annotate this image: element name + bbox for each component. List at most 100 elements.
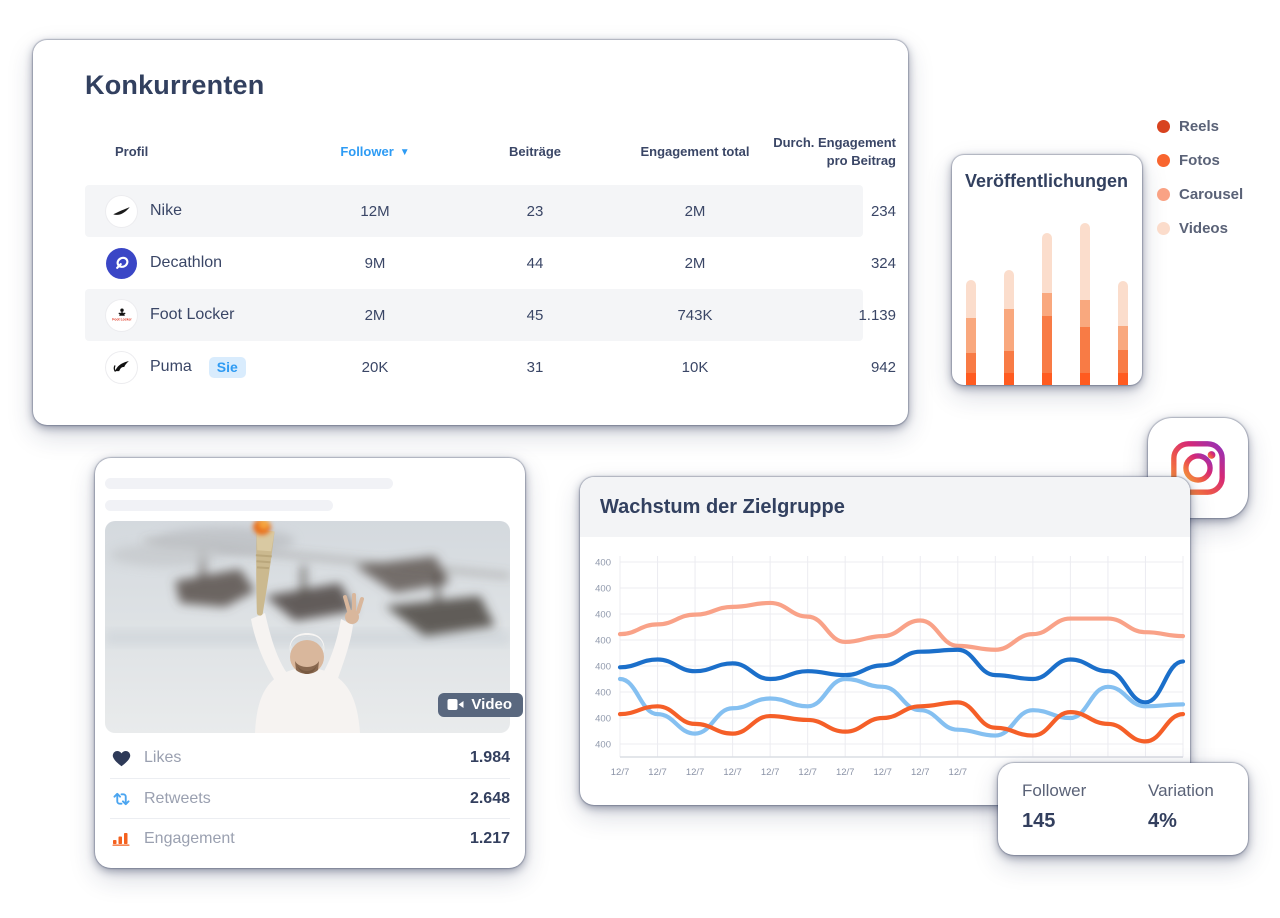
bar-segment-reels xyxy=(966,373,976,385)
series-dark-blue xyxy=(617,647,1186,705)
competitors-table: Profil Follower ▼ Beiträge Engagement tot… xyxy=(85,119,896,393)
series-salmon xyxy=(617,600,1186,652)
svg-text:12/7: 12/7 xyxy=(686,767,705,778)
series-orange xyxy=(617,700,1186,744)
beitraege-value: 45 xyxy=(526,306,544,324)
table-row-puma[interactable]: Puma Sie 20K 31 10K 942 xyxy=(85,341,896,393)
growth-line-chart: 400 400 400 400 400 400 400 400 12/7 12/7 12/7 12/7… xyxy=(595,556,1186,778)
series-light-blue xyxy=(617,676,1186,738)
follower-value: 145 xyxy=(1022,810,1056,832)
stacked-bar xyxy=(1004,270,1014,385)
retweet-icon xyxy=(110,791,132,807)
column-avg-engagement: Durch. Engagement pro Beitrag xyxy=(773,135,896,168)
post-text-skeleton xyxy=(105,478,525,511)
bar-segment-reels xyxy=(1004,373,1014,385)
table-header-row: Profil Follower ▼ Beiträge Engagement tot… xyxy=(85,119,896,185)
skeleton-line xyxy=(105,500,333,511)
fotos-dot-icon xyxy=(1157,154,1170,167)
puma-logo xyxy=(106,351,137,383)
bar-segment-reels xyxy=(1080,373,1090,385)
follower-value: 9M xyxy=(364,254,386,272)
stat-row-likes: Likes 1.984 xyxy=(110,738,510,778)
skeleton-line xyxy=(105,478,393,489)
table-row-nike[interactable]: Nike 12M 23 2M 234 xyxy=(85,185,896,237)
svg-text:400: 400 xyxy=(595,740,611,751)
bar-segment-videos xyxy=(1042,233,1052,293)
competitor-name: Foot Locker xyxy=(150,306,235,323)
competitors-card: Konkurrenten Profil Follower ▼ Beiträge E… xyxy=(33,40,908,425)
growth-card-header: Wachstum der Zielgruppe xyxy=(580,477,1190,537)
svg-text:12/7: 12/7 xyxy=(723,767,742,778)
bar-segment-carousel xyxy=(966,318,976,353)
legend-item-reels: Reels xyxy=(1157,118,1243,135)
post-preview-card: Video Likes 1.984 Retweets 2.648 xyxy=(95,458,525,868)
engagement-value: 2M xyxy=(684,254,706,272)
stacked-bar xyxy=(1042,233,1052,385)
legend-item-carousel: Carousel xyxy=(1157,186,1243,203)
engagement-value: 743K xyxy=(677,306,713,324)
legend-item-fotos: Fotos xyxy=(1157,152,1243,169)
avg-engagement-value: 1.139 xyxy=(858,306,896,324)
foot-locker-logo: Foot Locker xyxy=(106,299,137,331)
video-camera-icon xyxy=(447,699,464,710)
avg-engagement-value: 234 xyxy=(870,202,896,220)
bar-segment-fotos xyxy=(1004,351,1014,373)
you-badge: Sie xyxy=(208,356,246,378)
svg-text:12/7: 12/7 xyxy=(836,767,855,778)
engagement-value: 10K xyxy=(681,358,709,376)
bar-segment-carousel xyxy=(1042,293,1052,316)
svg-text:12/7: 12/7 xyxy=(611,767,630,778)
carousel-dot-icon xyxy=(1157,188,1170,201)
table-row-foot-locker[interactable]: Foot Locker Foot Locker 2M 45 743K 1.139 xyxy=(85,289,896,341)
column-engagement-total: Engagement total xyxy=(640,144,750,160)
bar-chart-icon xyxy=(110,831,132,846)
variation-label: Variation xyxy=(1148,781,1214,800)
svg-text:400: 400 xyxy=(595,610,611,621)
column-beitraege: Beiträge xyxy=(508,144,562,160)
svg-text:12/7: 12/7 xyxy=(949,767,968,778)
beitraege-value: 31 xyxy=(526,358,544,376)
column-follower-sort[interactable]: Follower ▼ xyxy=(300,143,450,161)
video-badge: Video xyxy=(438,693,523,717)
follower-value: 20K xyxy=(361,358,389,376)
svg-text:400: 400 xyxy=(595,714,611,725)
bar-segment-videos xyxy=(1004,270,1014,309)
post-media-image[interactable] xyxy=(105,521,510,733)
bar-segment-fotos xyxy=(1080,327,1090,373)
svg-text:400: 400 xyxy=(595,584,611,595)
heart-icon xyxy=(110,750,132,767)
svg-text:12/7: 12/7 xyxy=(873,767,892,778)
stacked-bar xyxy=(1118,281,1128,385)
bar-segment-reels xyxy=(1118,373,1128,385)
bar-segment-carousel xyxy=(1118,326,1128,350)
instagram-icon xyxy=(1171,441,1225,495)
follower-value: 2M xyxy=(364,306,386,324)
stat-row-retweets: Retweets 2.648 xyxy=(110,778,510,818)
stacked-bar xyxy=(1080,223,1090,385)
publications-card: Veröffentlichungen xyxy=(952,155,1142,385)
stat-row-engagement: Engagement 1.217 xyxy=(110,818,510,858)
svg-text:400: 400 xyxy=(595,558,611,569)
videos-dot-icon xyxy=(1157,222,1170,235)
avg-engagement-value: 324 xyxy=(870,254,896,272)
column-follower-label: Follower xyxy=(340,144,394,160)
bar-segment-videos xyxy=(1080,223,1090,300)
growth-title: Wachstum der Zielgruppe xyxy=(600,495,845,518)
competitor-name: Puma xyxy=(150,358,192,375)
reels-dot-icon xyxy=(1157,120,1170,133)
engagement-value: 2M xyxy=(684,202,706,220)
bar-segment-reels xyxy=(1042,373,1052,385)
bar-segment-carousel xyxy=(1080,300,1090,327)
bar-segment-videos xyxy=(966,280,976,318)
bar-segment-fotos xyxy=(1118,350,1128,373)
variation-value: 4% xyxy=(1148,810,1177,832)
svg-text:400: 400 xyxy=(595,636,611,647)
table-row-decathlon[interactable]: Decathlon 9M 44 2M 324 xyxy=(85,237,896,289)
svg-text:12/7: 12/7 xyxy=(798,767,817,778)
svg-text:Foot Locker: Foot Locker xyxy=(112,318,132,322)
post-stats: Likes 1.984 Retweets 2.648 xyxy=(110,738,510,858)
nike-logo xyxy=(106,195,137,227)
decathlon-logo xyxy=(106,247,137,279)
beitraege-value: 23 xyxy=(526,202,544,220)
